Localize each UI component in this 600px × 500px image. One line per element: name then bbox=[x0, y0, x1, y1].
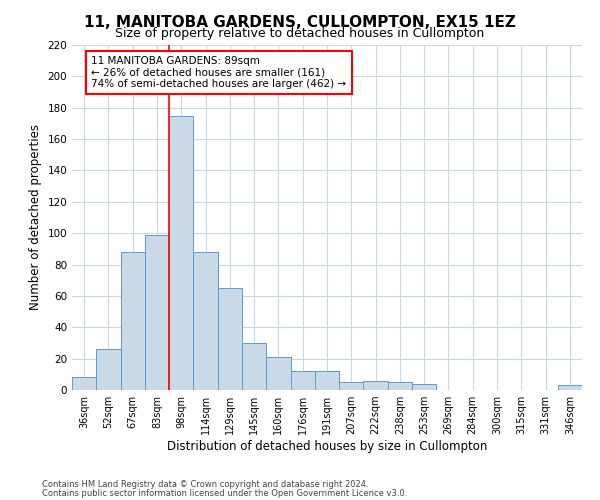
Text: 11, MANITOBA GARDENS, CULLOMPTON, EX15 1EZ: 11, MANITOBA GARDENS, CULLOMPTON, EX15 1… bbox=[84, 15, 516, 30]
Bar bbox=[242, 343, 266, 390]
Bar bbox=[72, 378, 96, 390]
Bar bbox=[364, 380, 388, 390]
Bar bbox=[193, 252, 218, 390]
Text: Contains public sector information licensed under the Open Government Licence v3: Contains public sector information licen… bbox=[42, 488, 407, 498]
Bar bbox=[121, 252, 145, 390]
Bar bbox=[412, 384, 436, 390]
Bar bbox=[266, 357, 290, 390]
Bar bbox=[169, 116, 193, 390]
Bar bbox=[339, 382, 364, 390]
Text: Contains HM Land Registry data © Crown copyright and database right 2024.: Contains HM Land Registry data © Crown c… bbox=[42, 480, 368, 489]
Bar bbox=[218, 288, 242, 390]
Bar bbox=[96, 349, 121, 390]
Bar bbox=[558, 386, 582, 390]
Text: 11 MANITOBA GARDENS: 89sqm
← 26% of detached houses are smaller (161)
74% of sem: 11 MANITOBA GARDENS: 89sqm ← 26% of deta… bbox=[91, 56, 347, 89]
Bar bbox=[145, 235, 169, 390]
Y-axis label: Number of detached properties: Number of detached properties bbox=[29, 124, 42, 310]
Bar bbox=[290, 371, 315, 390]
Text: Size of property relative to detached houses in Cullompton: Size of property relative to detached ho… bbox=[115, 28, 485, 40]
Bar bbox=[315, 371, 339, 390]
Bar bbox=[388, 382, 412, 390]
X-axis label: Distribution of detached houses by size in Cullompton: Distribution of detached houses by size … bbox=[167, 440, 487, 453]
